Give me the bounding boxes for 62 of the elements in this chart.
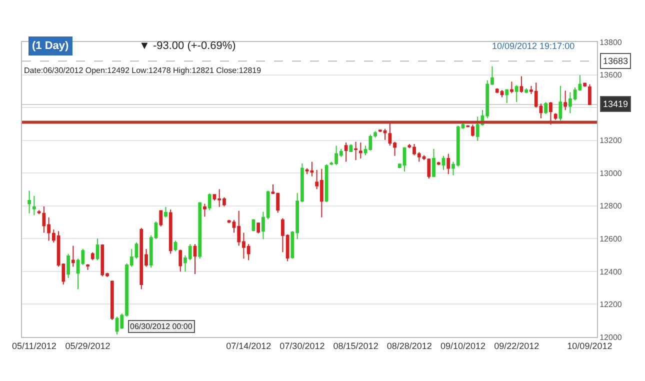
- x-tick-label: 09/22/2012: [494, 340, 540, 351]
- candlestick: [86, 264, 90, 270]
- y-tick-label: 13200: [600, 136, 622, 146]
- candlestick: [432, 148, 436, 178]
- candlestick: [505, 88, 509, 104]
- candlestick: [558, 85, 562, 121]
- candlestick: [349, 144, 353, 153]
- x-tick-label: 07/14/2012: [226, 340, 272, 351]
- candlestick: [168, 208, 172, 254]
- candlestick: [32, 195, 36, 216]
- candlestick: [510, 81, 514, 94]
- candlestick: [164, 206, 168, 218]
- candlestick: [208, 192, 212, 211]
- candlestick: [588, 84, 592, 106]
- y-tick-label: 13000: [600, 168, 622, 178]
- x-tick-label: 05/11/2012: [12, 340, 56, 351]
- candlestick: [28, 190, 31, 214]
- y-tick-label: 12000: [600, 332, 622, 342]
- candlestick: [524, 88, 528, 94]
- candlestick: [110, 280, 114, 320]
- y-tick-label: 12400: [600, 267, 622, 276]
- candlestick: [159, 210, 163, 227]
- candlestick: [90, 252, 94, 261]
- candlestick: [549, 101, 552, 126]
- ref-line-label: 13683: [603, 56, 628, 66]
- candlestick: [66, 253, 70, 278]
- candlestick: [564, 90, 568, 111]
- x-tick-label: 08/28/2012: [386, 340, 432, 351]
- x-tick-label: 09/10/2012: [440, 340, 486, 351]
- y-tick-label: 13800: [600, 38, 622, 47]
- candlestick: [446, 153, 450, 175]
- candlestick: [178, 249, 182, 272]
- y-tick-label: 12600: [600, 234, 622, 244]
- x-tick-label: 05/29/2012: [65, 340, 110, 351]
- x-tick-label: 08/15/2012: [333, 340, 378, 351]
- candlestick: [193, 244, 197, 275]
- candlestick: [96, 238, 100, 261]
- annotation: Date:06/30/2012 Open:12492 Low:12478 High:12821 Close:12819: [24, 66, 262, 75]
- candlestick: [520, 76, 524, 94]
- candlestick: [256, 222, 260, 234]
- candlestick: [344, 142, 348, 162]
- candlestick: [544, 101, 548, 114]
- chart-subtitle: ▼ -93.00 (+-0.69%): [139, 40, 236, 52]
- candlestick: [358, 142, 362, 160]
- candlestick: [514, 84, 518, 102]
- x-tick-label: 10/09/2012: [567, 340, 612, 351]
- y-tick-label: 12800: [600, 202, 622, 211]
- chart-title: (1 Day): [32, 40, 70, 52]
- candlestick: [583, 82, 587, 88]
- annotation: 10/09/2012 19:17:00: [492, 41, 575, 51]
- candlestick: [354, 141, 358, 161]
- x-tick-label: 07/30/2012: [280, 340, 325, 351]
- ref-line-label: 13419: [603, 99, 628, 109]
- candlestick: [203, 203, 206, 218]
- candlestick: [71, 245, 75, 268]
- candlestick: [198, 202, 202, 260]
- candlestick: [554, 112, 558, 120]
- y-tick-label: 12200: [600, 300, 622, 310]
- annotation: 06/30/2012 00:00: [130, 322, 193, 331]
- y-tick-label: 13600: [600, 70, 622, 80]
- candlestick: [324, 164, 328, 203]
- candlestick: [442, 155, 446, 170]
